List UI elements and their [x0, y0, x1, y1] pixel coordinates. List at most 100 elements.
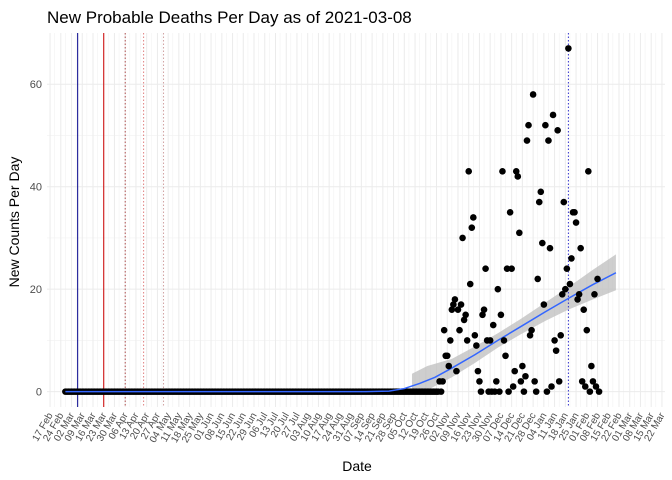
- data-point: [519, 362, 526, 370]
- data-point: [465, 168, 473, 175]
- data-point: [460, 316, 468, 324]
- data-point: [439, 378, 446, 385]
- data-point: [591, 290, 598, 298]
- data-point: [546, 244, 554, 252]
- data-point: [517, 378, 525, 385]
- chart-title: New Probable Deaths Per Day as of 2021-0…: [47, 8, 412, 27]
- reference-lines: [77, 33, 569, 407]
- data-point: [500, 337, 508, 344]
- data-point: [523, 137, 531, 144]
- data-point: [594, 275, 601, 283]
- data-point: [543, 388, 551, 395]
- data-point: [571, 209, 578, 216]
- y-axis-title: New Counts Per Day: [6, 157, 22, 288]
- data-point: [583, 326, 591, 334]
- data-point: [451, 296, 459, 303]
- data-point: [568, 255, 575, 262]
- data-point: [489, 321, 497, 329]
- data-point: [549, 111, 557, 119]
- data-point: [537, 188, 545, 196]
- data-point: [453, 367, 460, 375]
- data-point: [497, 311, 505, 319]
- data-point: [534, 275, 542, 283]
- data-point: [552, 347, 560, 354]
- data-point: [539, 239, 546, 247]
- data-point: [580, 306, 588, 313]
- y-tick-label: 20: [30, 284, 42, 296]
- data-point: [566, 280, 574, 288]
- trend-line: [65, 272, 617, 393]
- data-point: [479, 311, 486, 319]
- data-point: [476, 378, 483, 385]
- data-point: [477, 388, 485, 395]
- data-point: [592, 383, 600, 390]
- data-point: [529, 91, 537, 98]
- data-point: [554, 127, 561, 134]
- data-point: [528, 326, 535, 334]
- data-point: [522, 372, 529, 380]
- data-point: [503, 265, 511, 272]
- data-point: [456, 326, 463, 334]
- data-points: [436, 45, 603, 395]
- data-point: [496, 388, 503, 395]
- data-point: [563, 265, 571, 272]
- data-point: [493, 378, 500, 385]
- y-tick-label: 40: [30, 182, 42, 194]
- data-point: [526, 331, 534, 339]
- data-point: [558, 290, 566, 298]
- confidence-band-area: [411, 254, 616, 392]
- data-point: [450, 301, 457, 308]
- data-point: [440, 326, 448, 334]
- data-point: [581, 383, 589, 390]
- data-point: [512, 168, 520, 175]
- data-point: [551, 337, 558, 344]
- data-point: [470, 214, 477, 221]
- data-point: [462, 311, 469, 319]
- data-point: [466, 280, 474, 288]
- data-point: [531, 378, 538, 385]
- data-point: [562, 285, 569, 293]
- data-point: [506, 209, 514, 216]
- data-point: [499, 168, 506, 175]
- y-tick-label: 0: [36, 387, 42, 399]
- data-point: [474, 367, 482, 375]
- data-point: [565, 45, 572, 52]
- y-axis-ticks: 0 20 40 60: [30, 79, 42, 398]
- data-point: [511, 367, 519, 375]
- data-point: [578, 378, 586, 385]
- grid-major: [47, 33, 665, 407]
- data-point: [555, 378, 563, 385]
- data-point: [532, 388, 540, 395]
- data-point: [520, 388, 528, 395]
- data-point: [448, 306, 456, 313]
- data-point: [443, 352, 451, 360]
- data-point: [437, 388, 445, 395]
- data-point: [502, 352, 509, 360]
- data-point: [540, 301, 548, 308]
- data-point: [595, 388, 603, 395]
- data-point: [447, 337, 454, 344]
- confidence-band: [411, 254, 616, 392]
- data-point: [589, 378, 597, 385]
- data-point: [514, 173, 522, 180]
- data-point: [505, 388, 512, 395]
- data-point: [572, 219, 580, 226]
- data-point: [509, 383, 517, 390]
- data-point: [494, 285, 502, 293]
- data-point: [473, 342, 480, 349]
- data-point: [585, 168, 592, 175]
- data-point: [542, 121, 549, 129]
- y-tick-label: 60: [30, 79, 42, 91]
- data-point: [575, 290, 583, 298]
- trend-path: [65, 272, 617, 393]
- data-point: [588, 362, 595, 370]
- data-point: [471, 331, 479, 339]
- data-point: [574, 296, 581, 303]
- data-point: [535, 198, 543, 206]
- data-point: [480, 306, 488, 313]
- data-point: [525, 121, 532, 129]
- data-point: [468, 224, 476, 231]
- data-point: [454, 306, 462, 313]
- data-point: [486, 337, 494, 344]
